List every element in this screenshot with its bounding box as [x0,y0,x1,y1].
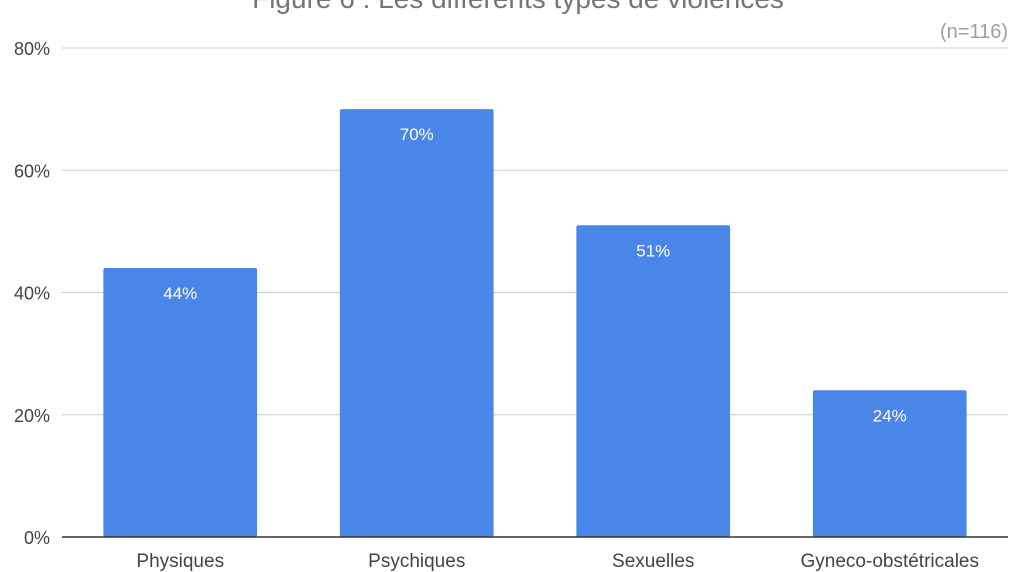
data-label: 44% [163,284,197,303]
data-label: 70% [400,125,434,144]
bar [576,225,731,537]
bar [103,268,258,537]
y-tick-label: 20% [14,406,50,426]
y-tick-label: 80% [14,39,50,59]
bar [339,109,494,537]
x-tick-label: Gyneco-obstétricales [801,551,979,572]
y-tick-label: 60% [14,161,50,181]
bar [812,390,967,537]
y-tick-label: 40% [14,284,50,304]
x-tick-label: Psychiques [368,551,465,572]
data-label: 24% [873,406,907,425]
chart-title: Figure 6 : Les différents types de viole… [252,0,784,14]
x-tick-label: Physiques [136,551,224,572]
y-tick-label: 0% [24,528,50,548]
data-label: 51% [636,241,670,260]
x-tick-label: Sexuelles [612,551,694,572]
chart-subtitle: (n=116) [940,21,1008,43]
